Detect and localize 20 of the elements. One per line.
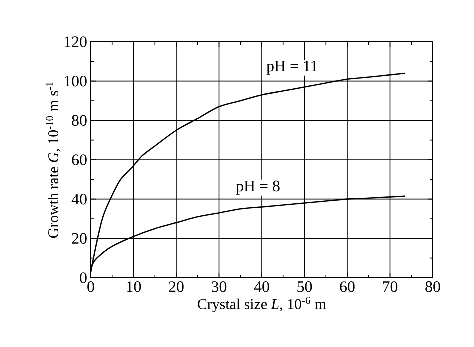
x-tick-label: 30 — [212, 282, 227, 292]
x-tick-label: 70 — [383, 282, 398, 292]
x-tick-label: 10 — [127, 282, 142, 292]
x-tick-label: 60 — [340, 282, 355, 292]
x-tick-label: 0 — [88, 282, 94, 292]
x-tick-label: 50 — [298, 282, 312, 292]
legend-label: pH = 11 — [266, 60, 318, 75]
y-tick-label: 80 — [72, 115, 87, 126]
x-tick-label: 80 — [426, 282, 440, 292]
y-tick-label: 0 — [80, 272, 87, 284]
y-tick-label: 100 — [64, 76, 87, 87]
series-label: pH = 8 — [236, 180, 280, 195]
x-axis-title: Crystal size L, 10$^{-6}$ m — [198, 297, 326, 312]
x-tick-label: 20 — [169, 282, 184, 292]
y-tick-label: 120 — [64, 36, 87, 48]
y-tick-label: 60 — [72, 154, 87, 166]
y-tick-label: 20 — [72, 233, 87, 244]
y-axis-title: Growth rate G, 10$^{-10}$ m s$^{-1}$ — [46, 82, 61, 238]
x-tick-label: 40 — [254, 282, 270, 292]
y-tick-label: 40 — [72, 194, 87, 205]
